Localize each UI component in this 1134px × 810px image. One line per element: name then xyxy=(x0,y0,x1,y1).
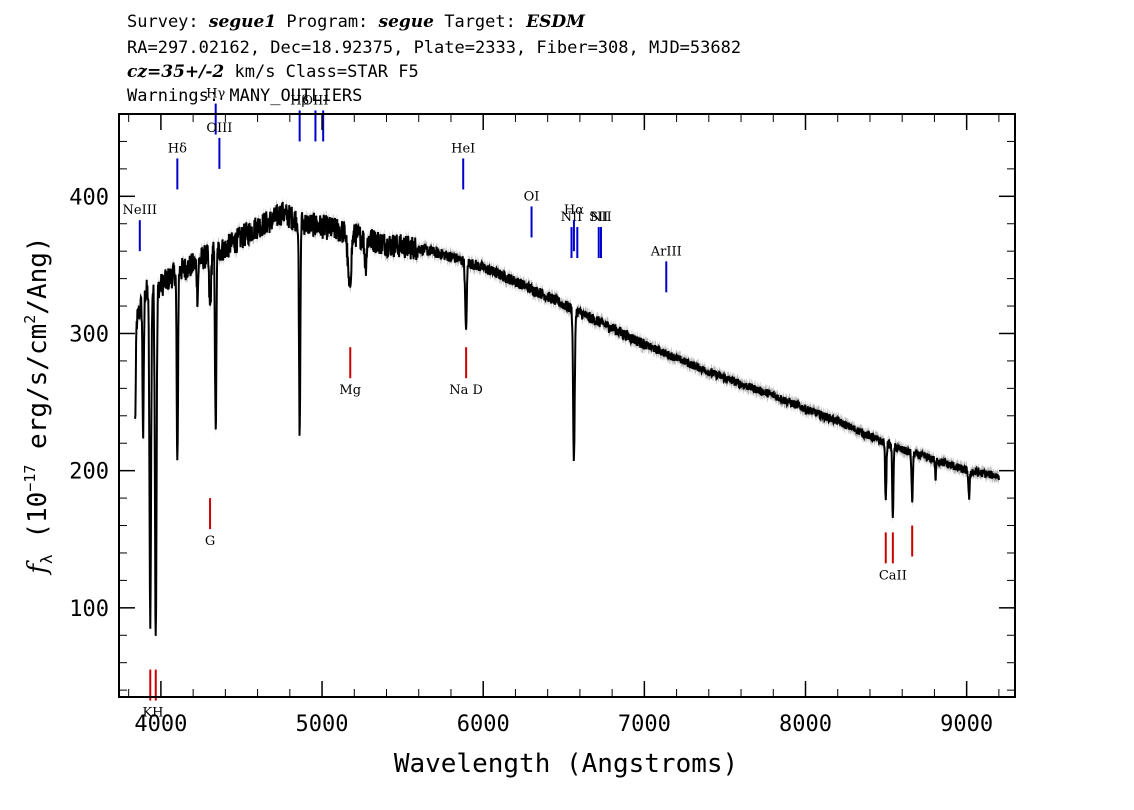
emission-line-label: OIII xyxy=(302,93,328,108)
x-tick-label: 6000 xyxy=(457,712,510,737)
emission-line-label: Hγ xyxy=(206,87,225,102)
emission-line-label: OI xyxy=(524,189,540,204)
spectrum-line xyxy=(134,201,1000,636)
plot-frame xyxy=(118,113,1016,698)
emission-line-label: NII xyxy=(561,210,583,225)
header-line-4: Warnings: MANY_OUTLIERS xyxy=(127,86,363,106)
emission-line-label: ArIII xyxy=(650,244,682,259)
y-tick-label: 400 xyxy=(69,185,109,210)
header-line-3: cz=35+/-2 km/s Class=STAR F5 xyxy=(127,62,419,82)
absorption-line-label: CaII xyxy=(879,568,907,583)
x-tick-label: 5000 xyxy=(296,712,349,737)
y-tick-label: 200 xyxy=(69,460,109,485)
ticks-layer: 4000 5000 6000 7000 8000 9000 100 200 300 400 xyxy=(69,113,1015,737)
header-line-1: Survey: segue1 Program: segue Target: ES… xyxy=(127,12,585,32)
x-tick-label: 9000 xyxy=(940,712,993,737)
y-axis-label: fλ (10−17 erg/s/cm2/Ang) xyxy=(21,236,56,575)
y-tick-label: 300 xyxy=(69,322,109,347)
x-axis-label: Wavelength (Angstroms) xyxy=(394,749,738,779)
emission-line-label: HeI xyxy=(451,141,475,156)
absorption-line-label: Mg xyxy=(339,383,361,398)
error-band xyxy=(135,196,999,642)
emission-line-label: NeIII xyxy=(123,203,157,218)
x-tick-label: 8000 xyxy=(779,712,832,737)
error-band-layer xyxy=(135,196,999,642)
emission-line-label: Hα xyxy=(564,203,584,218)
emission-line-label: NII xyxy=(590,210,612,225)
x-tick-label: 7000 xyxy=(618,712,671,737)
absorption-line-label: KH xyxy=(142,706,163,721)
y-tick-label: 100 xyxy=(69,597,109,622)
emission-line-label: OIII xyxy=(206,121,232,136)
absorption-line-label: Na D xyxy=(449,383,483,398)
header-line-2: RA=297.02162, Dec=18.92375, Plate=2333, … xyxy=(127,38,742,58)
spectrum-layer xyxy=(134,201,1000,636)
absorption-line-label: G xyxy=(205,534,215,549)
x-tick-label: 4000 xyxy=(134,712,187,737)
emission-line-label: Hβ xyxy=(290,93,309,108)
emission-line-label: Hδ xyxy=(168,141,187,156)
emission-line-label: SII xyxy=(589,210,608,225)
